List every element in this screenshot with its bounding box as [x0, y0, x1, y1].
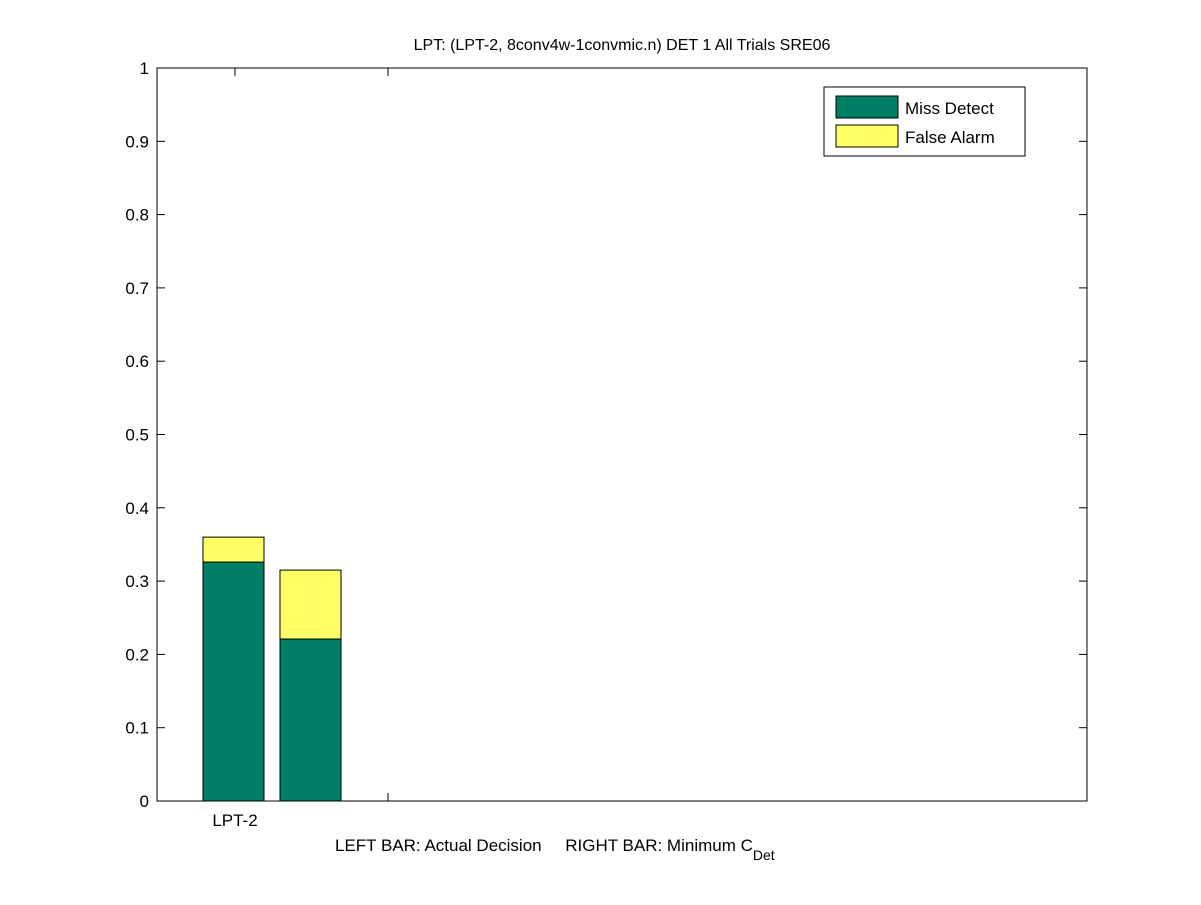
- y-tick-label: 0.3: [125, 572, 149, 591]
- chart-title: LPT: (LPT-2, 8conv4w-1convmic.n) DET 1 A…: [414, 37, 831, 54]
- y-tick-label: 0.1: [125, 719, 149, 738]
- x-axis-label-subscript: Det: [753, 847, 775, 863]
- y-tick-label: 0.8: [125, 206, 149, 225]
- bar-miss-detect: [202, 561, 265, 802]
- legend-label-false-alarm: False Alarm: [905, 128, 995, 147]
- bar-false-alarm: [279, 569, 342, 640]
- y-tick-label: 0: [140, 792, 149, 811]
- y-tick-label: 0.7: [125, 279, 149, 298]
- legend-label-miss-detect: Miss Detect: [905, 99, 994, 118]
- x-axis-label: LEFT BAR: Actual Decision RIGHT BAR: Min…: [335, 836, 775, 863]
- y-tick-label: 0.4: [125, 499, 149, 518]
- y-tick-label: 1: [140, 59, 149, 78]
- x-tick-label: LPT-2: [212, 811, 257, 830]
- y-tick-label: 0.5: [125, 426, 149, 445]
- legend: Miss Detect False Alarm: [823, 86, 1026, 157]
- legend-swatch-miss-detect: [835, 95, 899, 119]
- bar-false-alarm: [202, 536, 265, 563]
- y-tick-label: 0.9: [125, 132, 149, 151]
- legend-swatch-false-alarm: [835, 124, 899, 148]
- y-tick-label: 0.2: [125, 645, 149, 664]
- y-tick-label: 0.6: [125, 352, 149, 371]
- bar-miss-detect: [279, 638, 342, 802]
